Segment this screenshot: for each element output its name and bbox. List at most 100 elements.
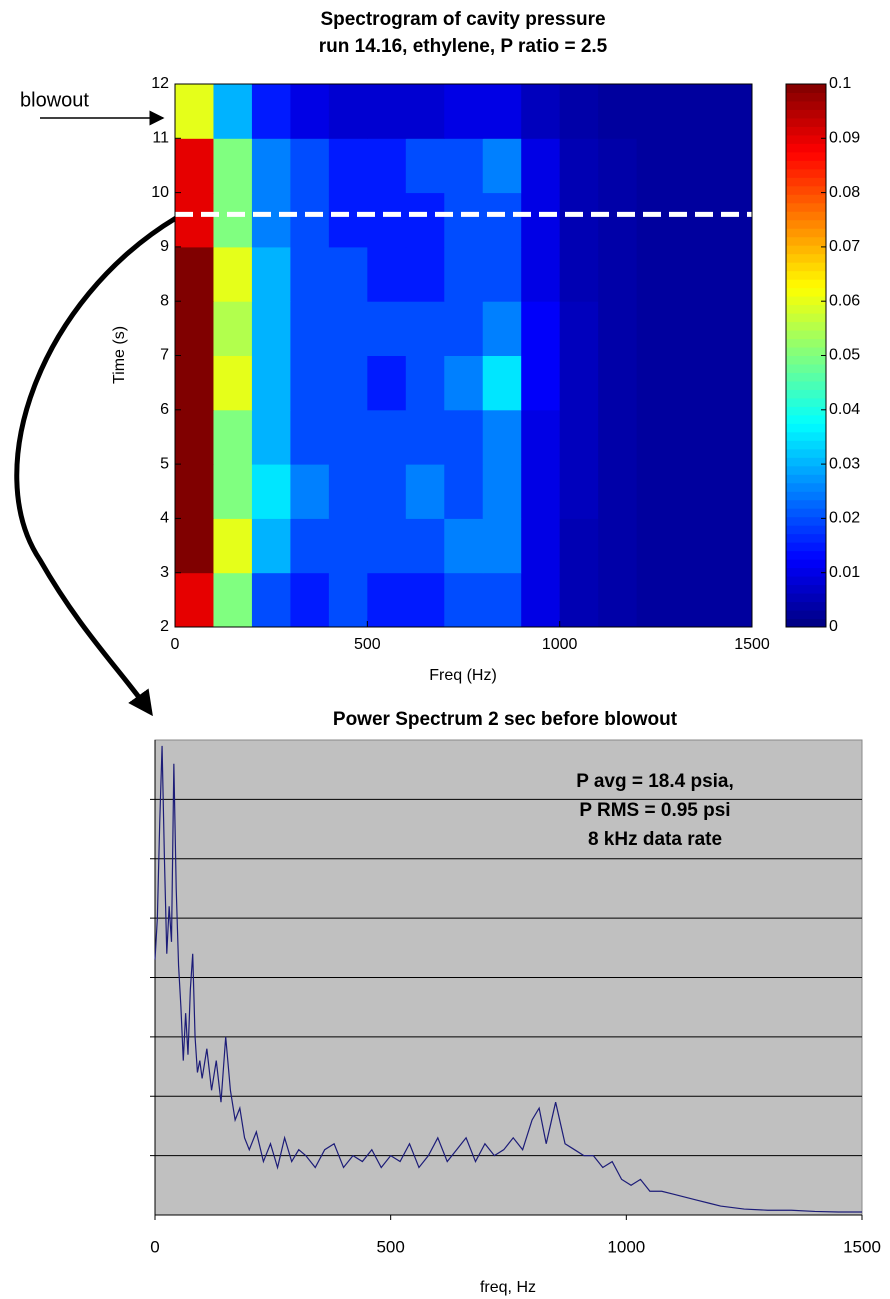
heatmap-cell xyxy=(367,572,407,628)
heatmap-cell xyxy=(444,138,484,194)
heatmap-cell xyxy=(444,572,484,628)
heatmap-cell xyxy=(367,409,407,465)
connector-arrow xyxy=(14,215,178,717)
colorbar-segment xyxy=(786,168,826,178)
heatmap-cell xyxy=(444,84,484,139)
colorbar-segment xyxy=(786,457,826,467)
colorbar-segment xyxy=(786,465,826,475)
heatmap-cell xyxy=(713,301,753,356)
heatmap-cell xyxy=(328,138,368,194)
heatmap-cell xyxy=(251,301,291,356)
heatmap-cell xyxy=(175,518,214,574)
heatmap-cell xyxy=(521,84,561,139)
heatmap-cell xyxy=(367,246,407,302)
heatmap-cell xyxy=(482,409,522,465)
colorbar-segment xyxy=(786,474,826,484)
heatmap-cell xyxy=(482,138,522,194)
heatmap-cell xyxy=(675,518,715,574)
heatmap-cell xyxy=(598,355,638,411)
heatmap-cell xyxy=(636,355,676,411)
heatmap-cell xyxy=(598,246,638,302)
heatmap-cell xyxy=(598,301,638,356)
heatmap-cell xyxy=(213,138,253,194)
colorbar-tick-label: 0.07 xyxy=(829,238,860,255)
heatmap-cell xyxy=(636,246,676,302)
heatmap-cell xyxy=(636,464,676,519)
colorbar-segment xyxy=(786,389,826,399)
colorbar-segment xyxy=(786,347,826,356)
heatmap-cell xyxy=(175,464,214,519)
annotation: blowout xyxy=(20,89,89,111)
heatmap-cell xyxy=(251,518,291,574)
heatmap-cell xyxy=(328,518,368,574)
colorbar-segment xyxy=(786,542,826,552)
heatmap-cell xyxy=(713,409,753,465)
x-tick-label: 1500 xyxy=(843,1237,881,1256)
heatmap-cell xyxy=(405,301,445,356)
heatmap-cell xyxy=(636,301,676,356)
colorbar-segment xyxy=(786,567,826,577)
heatmap-cell xyxy=(559,84,599,139)
heatmap-cell xyxy=(175,246,214,302)
heatmap-cell xyxy=(521,518,561,574)
heatmap-cell xyxy=(559,192,599,248)
heatmap-cell xyxy=(213,246,253,302)
colorbar-segment xyxy=(786,228,826,238)
heatmap-cell xyxy=(482,192,522,248)
colorbar-segment xyxy=(786,304,826,314)
heatmap-cell xyxy=(482,572,522,628)
heatmap-cell xyxy=(328,192,368,248)
heatmap-cell xyxy=(559,464,599,519)
heatmap-cell xyxy=(713,138,753,194)
heatmap-cell xyxy=(213,84,253,139)
colorbar-segment xyxy=(786,126,826,136)
heatmap-cell xyxy=(405,84,445,139)
heatmap-cell xyxy=(675,301,715,356)
heatmap-cell xyxy=(405,138,445,194)
heatmap-cell xyxy=(559,301,599,356)
heatmap-cell xyxy=(444,301,484,356)
heatmap-cell xyxy=(598,572,638,628)
colorbar-segment xyxy=(786,117,826,127)
heatmap-cell xyxy=(713,355,753,411)
colorbar-segment xyxy=(786,330,826,340)
heatmap-cell xyxy=(444,464,484,519)
heatmap-cell xyxy=(251,355,291,411)
heatmap-cell xyxy=(598,192,638,248)
heatmap-cell xyxy=(675,138,715,194)
colorbar-tick-label: 0.06 xyxy=(829,292,860,309)
heatmap-cell xyxy=(444,192,484,248)
heatmap-cell xyxy=(675,246,715,302)
y-tick-label: 7 xyxy=(160,347,169,364)
colorbar-segment xyxy=(786,109,826,119)
annotation: P avg = 18.4 psia, xyxy=(576,771,734,792)
heatmap-cell xyxy=(405,355,445,411)
heatmap-cell xyxy=(675,464,715,519)
heatmap-cell xyxy=(290,355,330,411)
y-tick-label: 4 xyxy=(160,510,169,527)
heatmap-cell xyxy=(367,301,407,356)
heatmap-cell xyxy=(482,246,522,302)
colorbar-segment xyxy=(786,482,826,492)
heatmap-cell xyxy=(521,246,561,302)
heatmap-cell xyxy=(328,84,368,139)
chart-title: Spectrogram of cavity pressure xyxy=(320,9,605,30)
y-tick-label: 6 xyxy=(160,401,169,418)
y-tick-label: 11 xyxy=(152,130,169,147)
colorbar-tick-label: 0.03 xyxy=(829,455,860,472)
heatmap-cell xyxy=(328,301,368,356)
heatmap-cell xyxy=(636,572,676,628)
colorbar-segment xyxy=(786,448,826,458)
heatmap-cell xyxy=(367,192,407,248)
colorbar-segment xyxy=(786,559,826,569)
heatmap-cell xyxy=(713,518,753,574)
colorbar-segment xyxy=(786,363,826,373)
heatmap-cell xyxy=(521,138,561,194)
colorbar-segment xyxy=(786,397,826,407)
heatmap-cell xyxy=(251,572,291,628)
heatmap-cell xyxy=(367,518,407,574)
colorbar-segment xyxy=(786,134,826,144)
heatmap-cell xyxy=(713,464,753,519)
y-tick-label: 9 xyxy=(160,238,169,255)
heatmap-cell xyxy=(636,138,676,194)
